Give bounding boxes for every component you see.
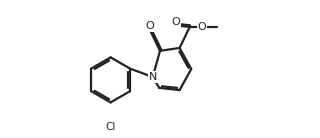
Text: O: O (198, 22, 206, 32)
Text: O: O (172, 17, 180, 27)
Text: O: O (146, 21, 154, 31)
Text: N: N (148, 72, 157, 82)
Text: Cl: Cl (105, 122, 116, 132)
